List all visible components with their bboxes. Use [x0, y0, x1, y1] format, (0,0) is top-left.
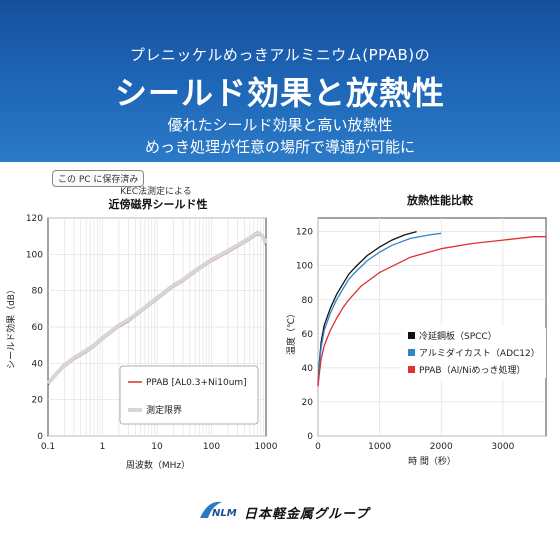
company-logo-text: 日本軽金属グループ — [244, 507, 370, 522]
heat-series-line — [317, 232, 442, 385]
heat-legend-label: PPAB（Al/Niめっき処理） — [419, 364, 526, 376]
shielding-legend-label: PPAB [AL0.3+Ni10um] — [146, 378, 247, 388]
hero-title: シールド効果と放熱性 — [114, 74, 445, 112]
shielding-y-tick-label: 60 — [32, 323, 44, 333]
shielding-legend-label: 測定限界 — [146, 404, 182, 416]
hero-subtitle: プレニッケルめっきアルミニウム(PPAB)の — [129, 46, 431, 64]
heat-x-tick-label: 1000 — [368, 442, 391, 452]
heat-chart: 放熱性能比較 0 1000 2000 3000 0 20 40 60 80 100 120 冷延鋼板（… — [285, 193, 547, 467]
heat-legend-swatch — [408, 332, 415, 339]
heat-legend-label: アルミダイカスト（ADC12） — [419, 347, 540, 359]
heat-chart-title: 放熱性能比較 — [406, 193, 474, 207]
heat-x-tick-label: 0 — [315, 442, 321, 452]
shielding-y-tick-label: 100 — [26, 250, 43, 260]
svg-text:NLM: NLM — [212, 508, 237, 519]
shielding-y-tick-label: 40 — [32, 359, 44, 369]
heat-series-line — [317, 236, 546, 387]
shielding-y-tick-label: 120 — [26, 214, 43, 224]
shielding-series-line — [46, 230, 268, 385]
shielding-y-tick-label: 80 — [32, 287, 44, 297]
heat-x-tick-label: 2000 — [430, 442, 453, 452]
heat-y-tick-label: 20 — [302, 398, 314, 408]
nlm-logo-icon: NLM — [198, 498, 242, 522]
hero-tagline-2: めっき処理が任意の場所で導通が可能に — [144, 138, 415, 156]
heat-x-tick-label: 3000 — [491, 442, 514, 452]
heat-y-tick-label: 120 — [296, 228, 313, 238]
heat-legend — [402, 326, 546, 380]
shielding-plot-area: 0.1 1 10 100 1000 0 20 40 60 80 100 120 PPAB [AL0.3+… — [26, 214, 278, 452]
heat-x-axis-label: 時 間（秒） — [408, 455, 456, 467]
heat-y-tick-label: 100 — [296, 262, 313, 272]
heat-legend-swatch — [408, 366, 415, 373]
shielding-x-tick-label: 10 — [151, 442, 163, 452]
shielding-chart-subtitle: KEC法測定による — [120, 185, 192, 197]
shielding-chart-title: 近傍磁界シールド性 — [109, 197, 208, 211]
heat-legend-label: 冷延鋼板（SPCC） — [419, 330, 497, 342]
shielding-y-axis-label: シールド効果（dB） — [5, 285, 17, 369]
shielding-legend — [119, 365, 259, 425]
heat-legend-swatch — [408, 349, 415, 356]
heat-plot-area: 0 1000 2000 3000 0 20 40 60 80 100 120 冷延鋼板（SPCC） アル… — [296, 217, 547, 452]
shielding-y-tick-label: 0 — [37, 432, 43, 442]
heat-y-axis-label: 温度（℃） — [285, 309, 297, 355]
shielding-x-axis-label: 周波数（MHz） — [126, 459, 190, 471]
heat-series-line — [317, 230, 417, 385]
shielding-y-tick-label: 20 — [32, 396, 44, 406]
shielding-x-tick-label: 1 — [100, 442, 106, 452]
shielding-x-tick-label: 1000 — [255, 442, 278, 452]
heat-y-tick-label: 0 — [307, 432, 313, 442]
shielding-x-tick-label: 100 — [203, 442, 220, 452]
heat-y-tick-label: 80 — [302, 296, 314, 306]
heat-y-tick-label: 40 — [302, 364, 314, 374]
hero-banner: プレニッケルめっきアルミニウム(PPAB)の シールド効果と放熱性 優れたシール… — [0, 0, 560, 162]
hero-tagline-1: 優れたシールド効果と高い放熱性 — [167, 116, 393, 134]
shielding-chart: KEC法測定による 近傍磁界シールド性 0.1 1 10 100 1000 0 20 40 60… — [5, 185, 278, 471]
heat-y-tick-label: 60 — [302, 330, 314, 340]
saved-to-pc-badge[interactable]: この PC に保存済み — [52, 170, 145, 187]
shielding-x-tick-label: 0.1 — [41, 442, 55, 452]
